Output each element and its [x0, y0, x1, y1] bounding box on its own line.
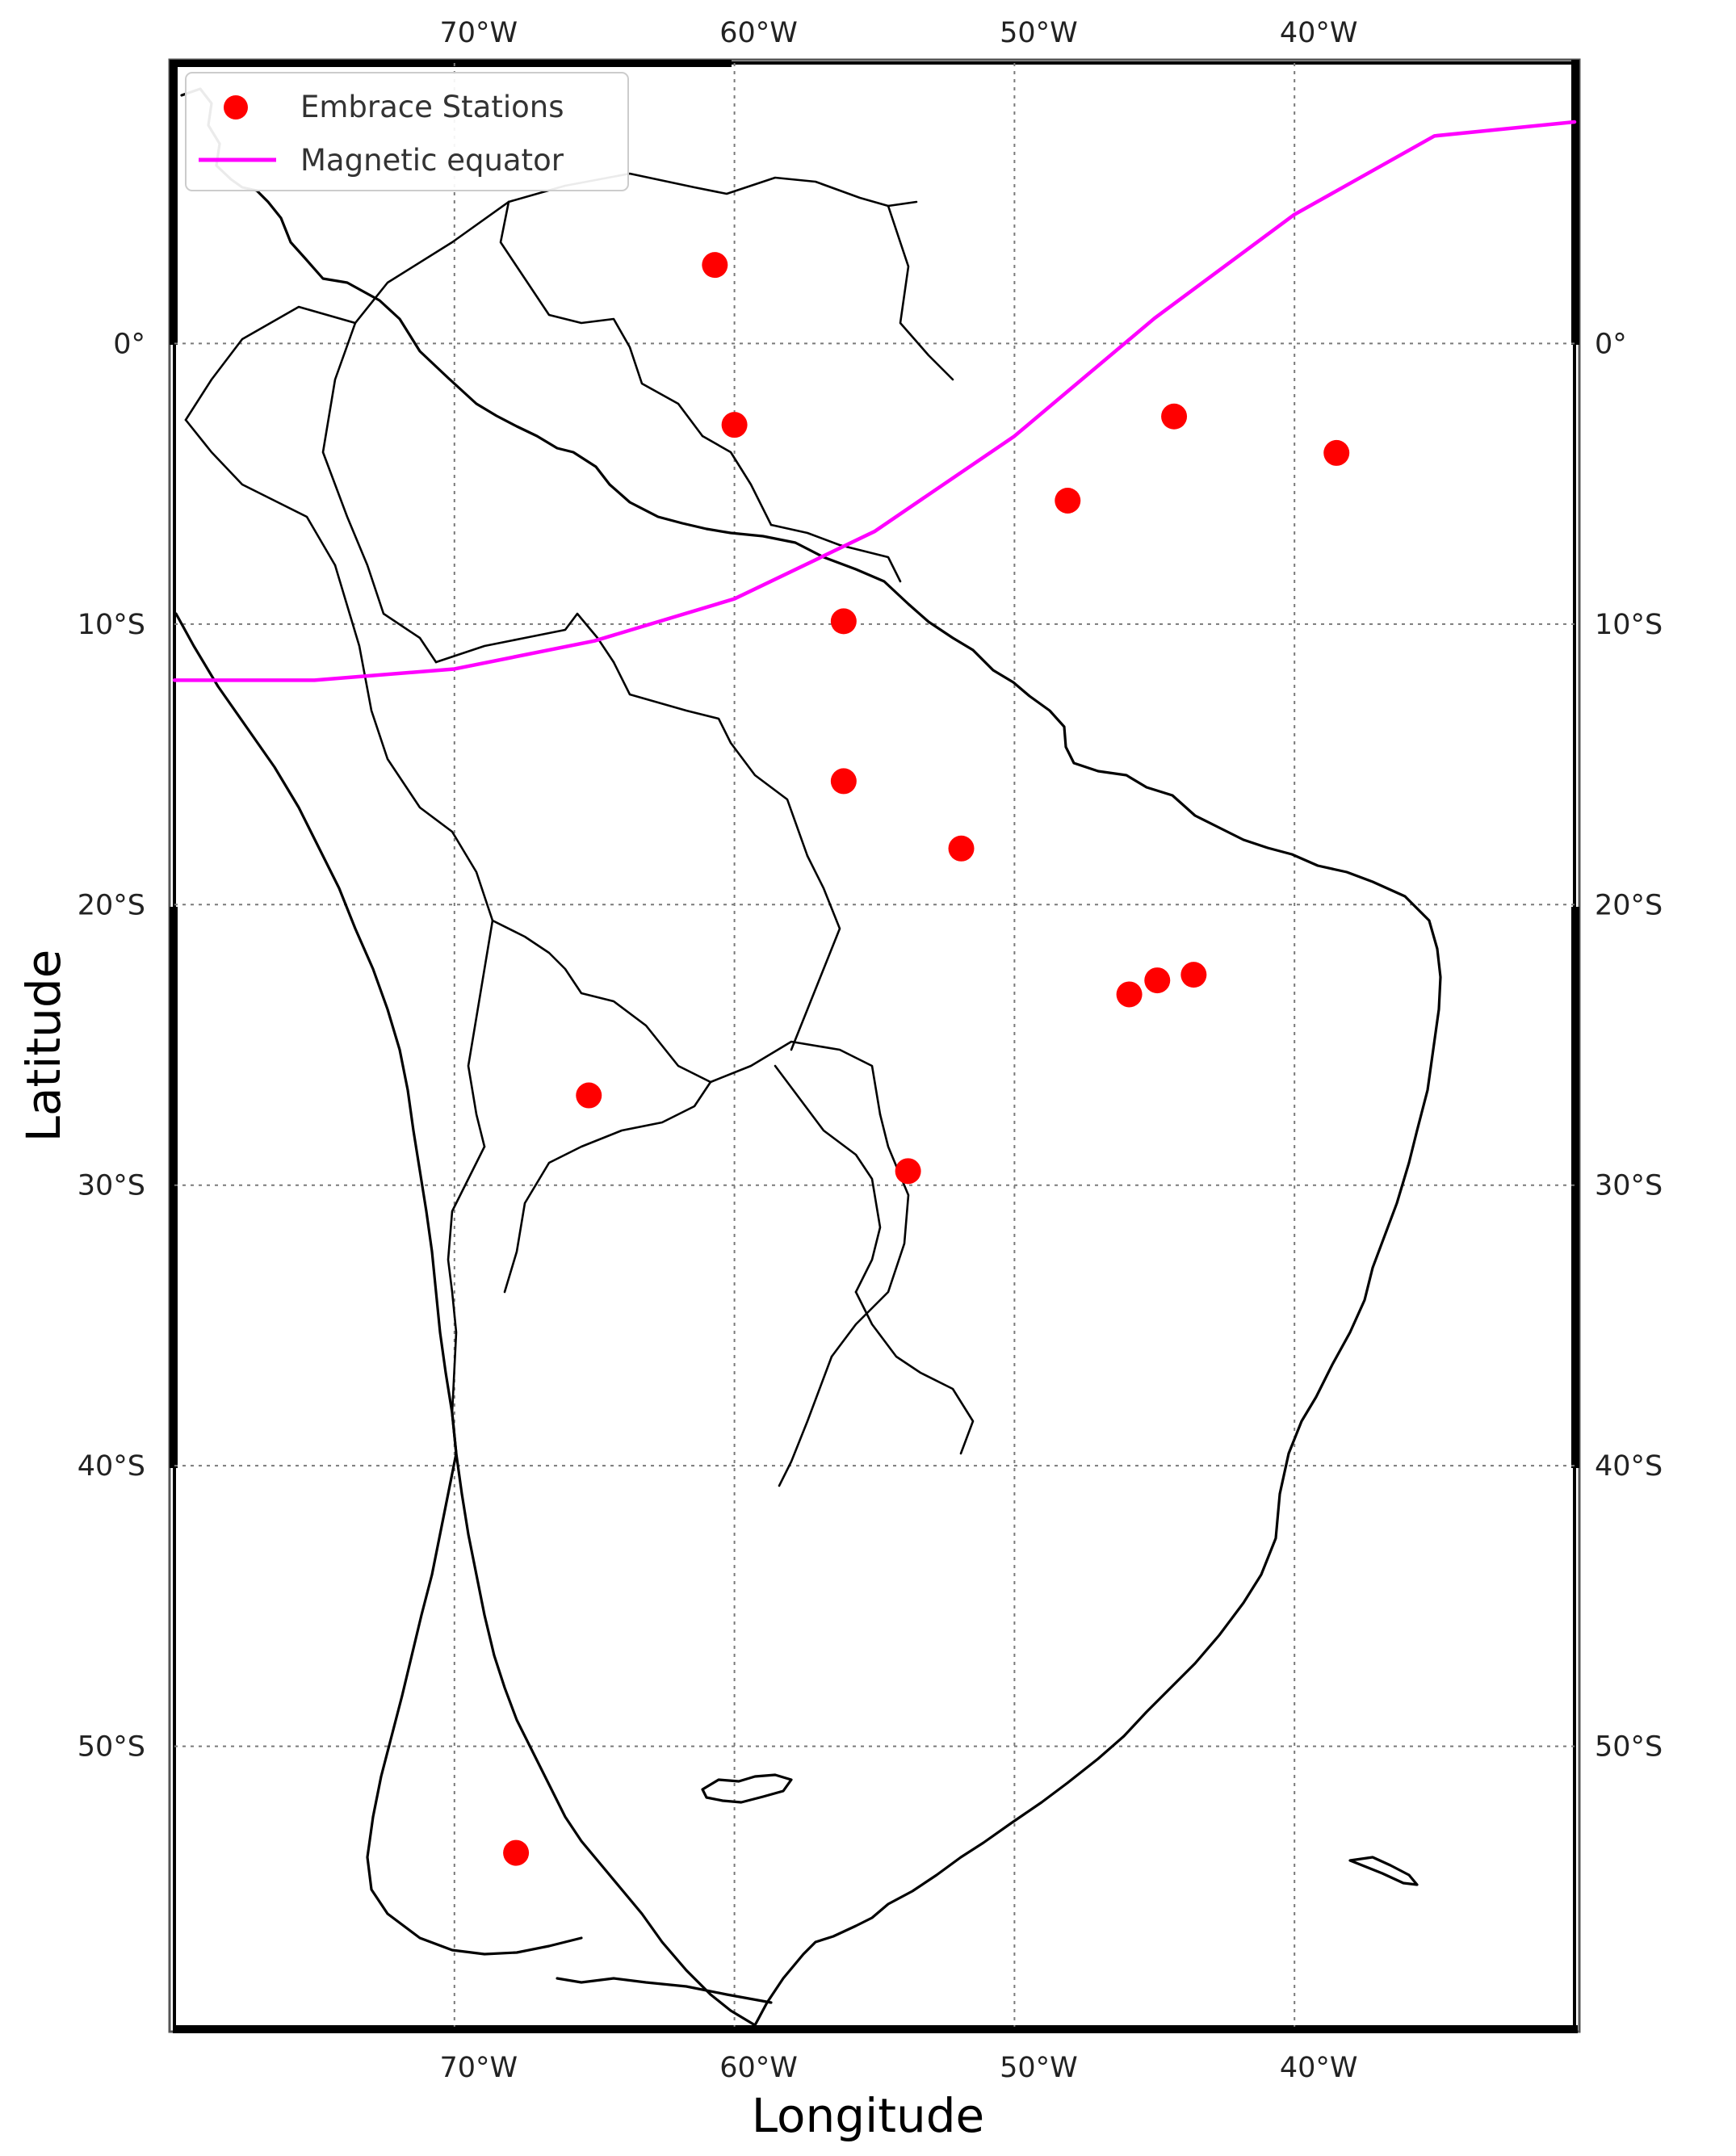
y-tick-label-right: 10°S: [1595, 609, 1663, 641]
x-tick-label-top: 60°W: [719, 17, 798, 49]
y-tick-label-left: 20°S: [78, 889, 145, 921]
y-tick-label-left: 30°S: [78, 1170, 145, 1202]
embrace-stations: [503, 252, 1350, 1866]
legend: Embrace Stations Magnetic equator: [185, 72, 629, 191]
station-marker: [830, 768, 857, 795]
y-tick-label-right: 30°S: [1595, 1170, 1663, 1202]
x-tick-label-top: 70°W: [439, 17, 518, 49]
y-tick-label-right: 50°S: [1595, 1731, 1663, 1764]
y-tick-label-right: 20°S: [1595, 889, 1663, 921]
magnetic-equator-line: [172, 120, 1577, 682]
station-marker: [895, 1158, 921, 1185]
patagonia-coastline: [366, 1411, 773, 2004]
legend-label-stations: Embrace Stations: [300, 90, 564, 124]
y-tick-label-right: 40°S: [1595, 1450, 1663, 1483]
y-tick-label-right: 0°: [1595, 328, 1627, 360]
station-marker: [830, 608, 857, 635]
x-tick-label-bottom: 70°W: [439, 2052, 518, 2084]
south-georgia-island: [1348, 1856, 1419, 1886]
station-marker: [1055, 487, 1081, 514]
x-tick-label-bottom: 40°W: [1280, 2052, 1358, 2084]
legend-station-marker: [224, 95, 248, 120]
x-tick-label-top: 40°W: [1280, 17, 1358, 49]
x-tick-label-bottom: 60°W: [719, 2052, 798, 2084]
station-marker: [1180, 962, 1207, 988]
station-marker: [1161, 403, 1188, 430]
legend-box: [185, 72, 629, 191]
y-tick-label-left: 10°S: [78, 609, 145, 641]
x-tick-label-top: 50°W: [1000, 17, 1078, 49]
x-tick-label-bottom: 50°W: [1000, 2052, 1078, 2084]
station-marker: [721, 412, 748, 438]
station-marker: [948, 835, 975, 862]
y-tick-label-left: 40°S: [78, 1450, 145, 1483]
legend-label-equator: Magnetic equator: [300, 143, 564, 178]
country-borders: [184, 172, 975, 1487]
plot-area: [168, 58, 1581, 2033]
station-marker: [1144, 967, 1171, 994]
y-axis-title: Latitude: [16, 950, 71, 1143]
station-marker: [702, 252, 728, 279]
axis-tick-labels: 70°W 70°W 60°W 60°W 50°W 50°W 40°W 40°W 0° 0° 10°S…: [78, 17, 1663, 2084]
map-frame-bars: [170, 60, 1579, 2033]
station-marker: [1323, 439, 1350, 466]
y-tick-label-left: 0°: [113, 328, 145, 360]
x-axis-title: Longitude: [752, 2088, 984, 2143]
station-marker: [503, 1839, 530, 1866]
station-marker: [1116, 981, 1143, 1008]
y-tick-label-left: 50°S: [78, 1731, 145, 1764]
station-marker: [576, 1082, 602, 1109]
falkland-islands: [701, 1773, 793, 1804]
